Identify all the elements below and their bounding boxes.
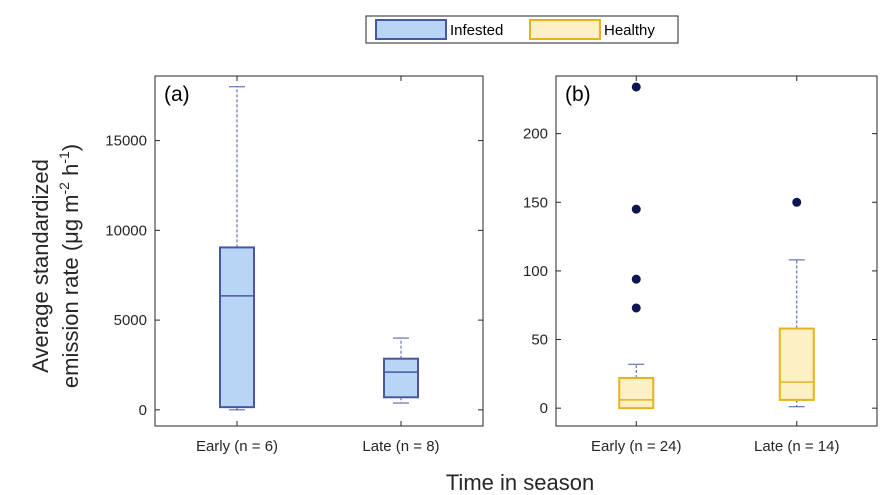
panel-label: (a) [164, 83, 190, 106]
x-tick-label: Early (n = 24) [591, 438, 681, 455]
outlier-point [631, 274, 641, 284]
box-iqr [618, 376, 655, 410]
plot-area-frame [154, 75, 484, 427]
panel-a: 0 5000 10000 15000 Early (n = 6) Late (n = 8)… [105, 75, 484, 455]
y-tick-label: 150 [523, 194, 548, 211]
y-tick-label: 15000 [105, 133, 147, 150]
box-iqr [219, 246, 255, 409]
x-axis-label: Time in season [446, 470, 594, 495]
plot-area-frame [555, 75, 878, 427]
x-tick-label: Late (n = 14) [754, 438, 839, 455]
legend-swatch-infested [375, 19, 447, 40]
y-axis-label-line2: emission rate (μg m-2 h-1) [56, 144, 83, 388]
y-tick-label: 50 [531, 332, 548, 349]
y-tick-label: 0 [540, 400, 548, 417]
panel-b: 0 50 100 150 200 Early (n = 24) Late (n = 14) (… [523, 75, 878, 455]
y-tick-label: 200 [523, 126, 548, 143]
outlier-point [631, 82, 641, 92]
y-tick-label: 100 [523, 263, 548, 280]
legend-label-infested: Infested [450, 22, 503, 39]
y-tick-label: 0 [139, 402, 147, 419]
y-axis-label: Average standardized emission rate (μg m… [28, 144, 83, 388]
legend: Infested Healthy [365, 15, 679, 44]
x-tick-label: Early (n = 6) [196, 438, 278, 455]
outlier-point [631, 204, 641, 214]
box-iqr [383, 357, 419, 399]
panel-label: (b) [565, 83, 591, 106]
legend-swatch-healthy [529, 19, 601, 40]
outlier-point [792, 197, 802, 207]
box-iqr [778, 327, 815, 401]
y-tick-label: 5000 [114, 312, 147, 329]
y-tick-label: 10000 [105, 222, 147, 239]
legend-label-healthy: Healthy [604, 22, 655, 39]
x-tick-label: Late (n = 8) [362, 438, 439, 455]
outlier-point [631, 303, 641, 313]
y-axis-label-line1: Average standardized [28, 159, 53, 373]
